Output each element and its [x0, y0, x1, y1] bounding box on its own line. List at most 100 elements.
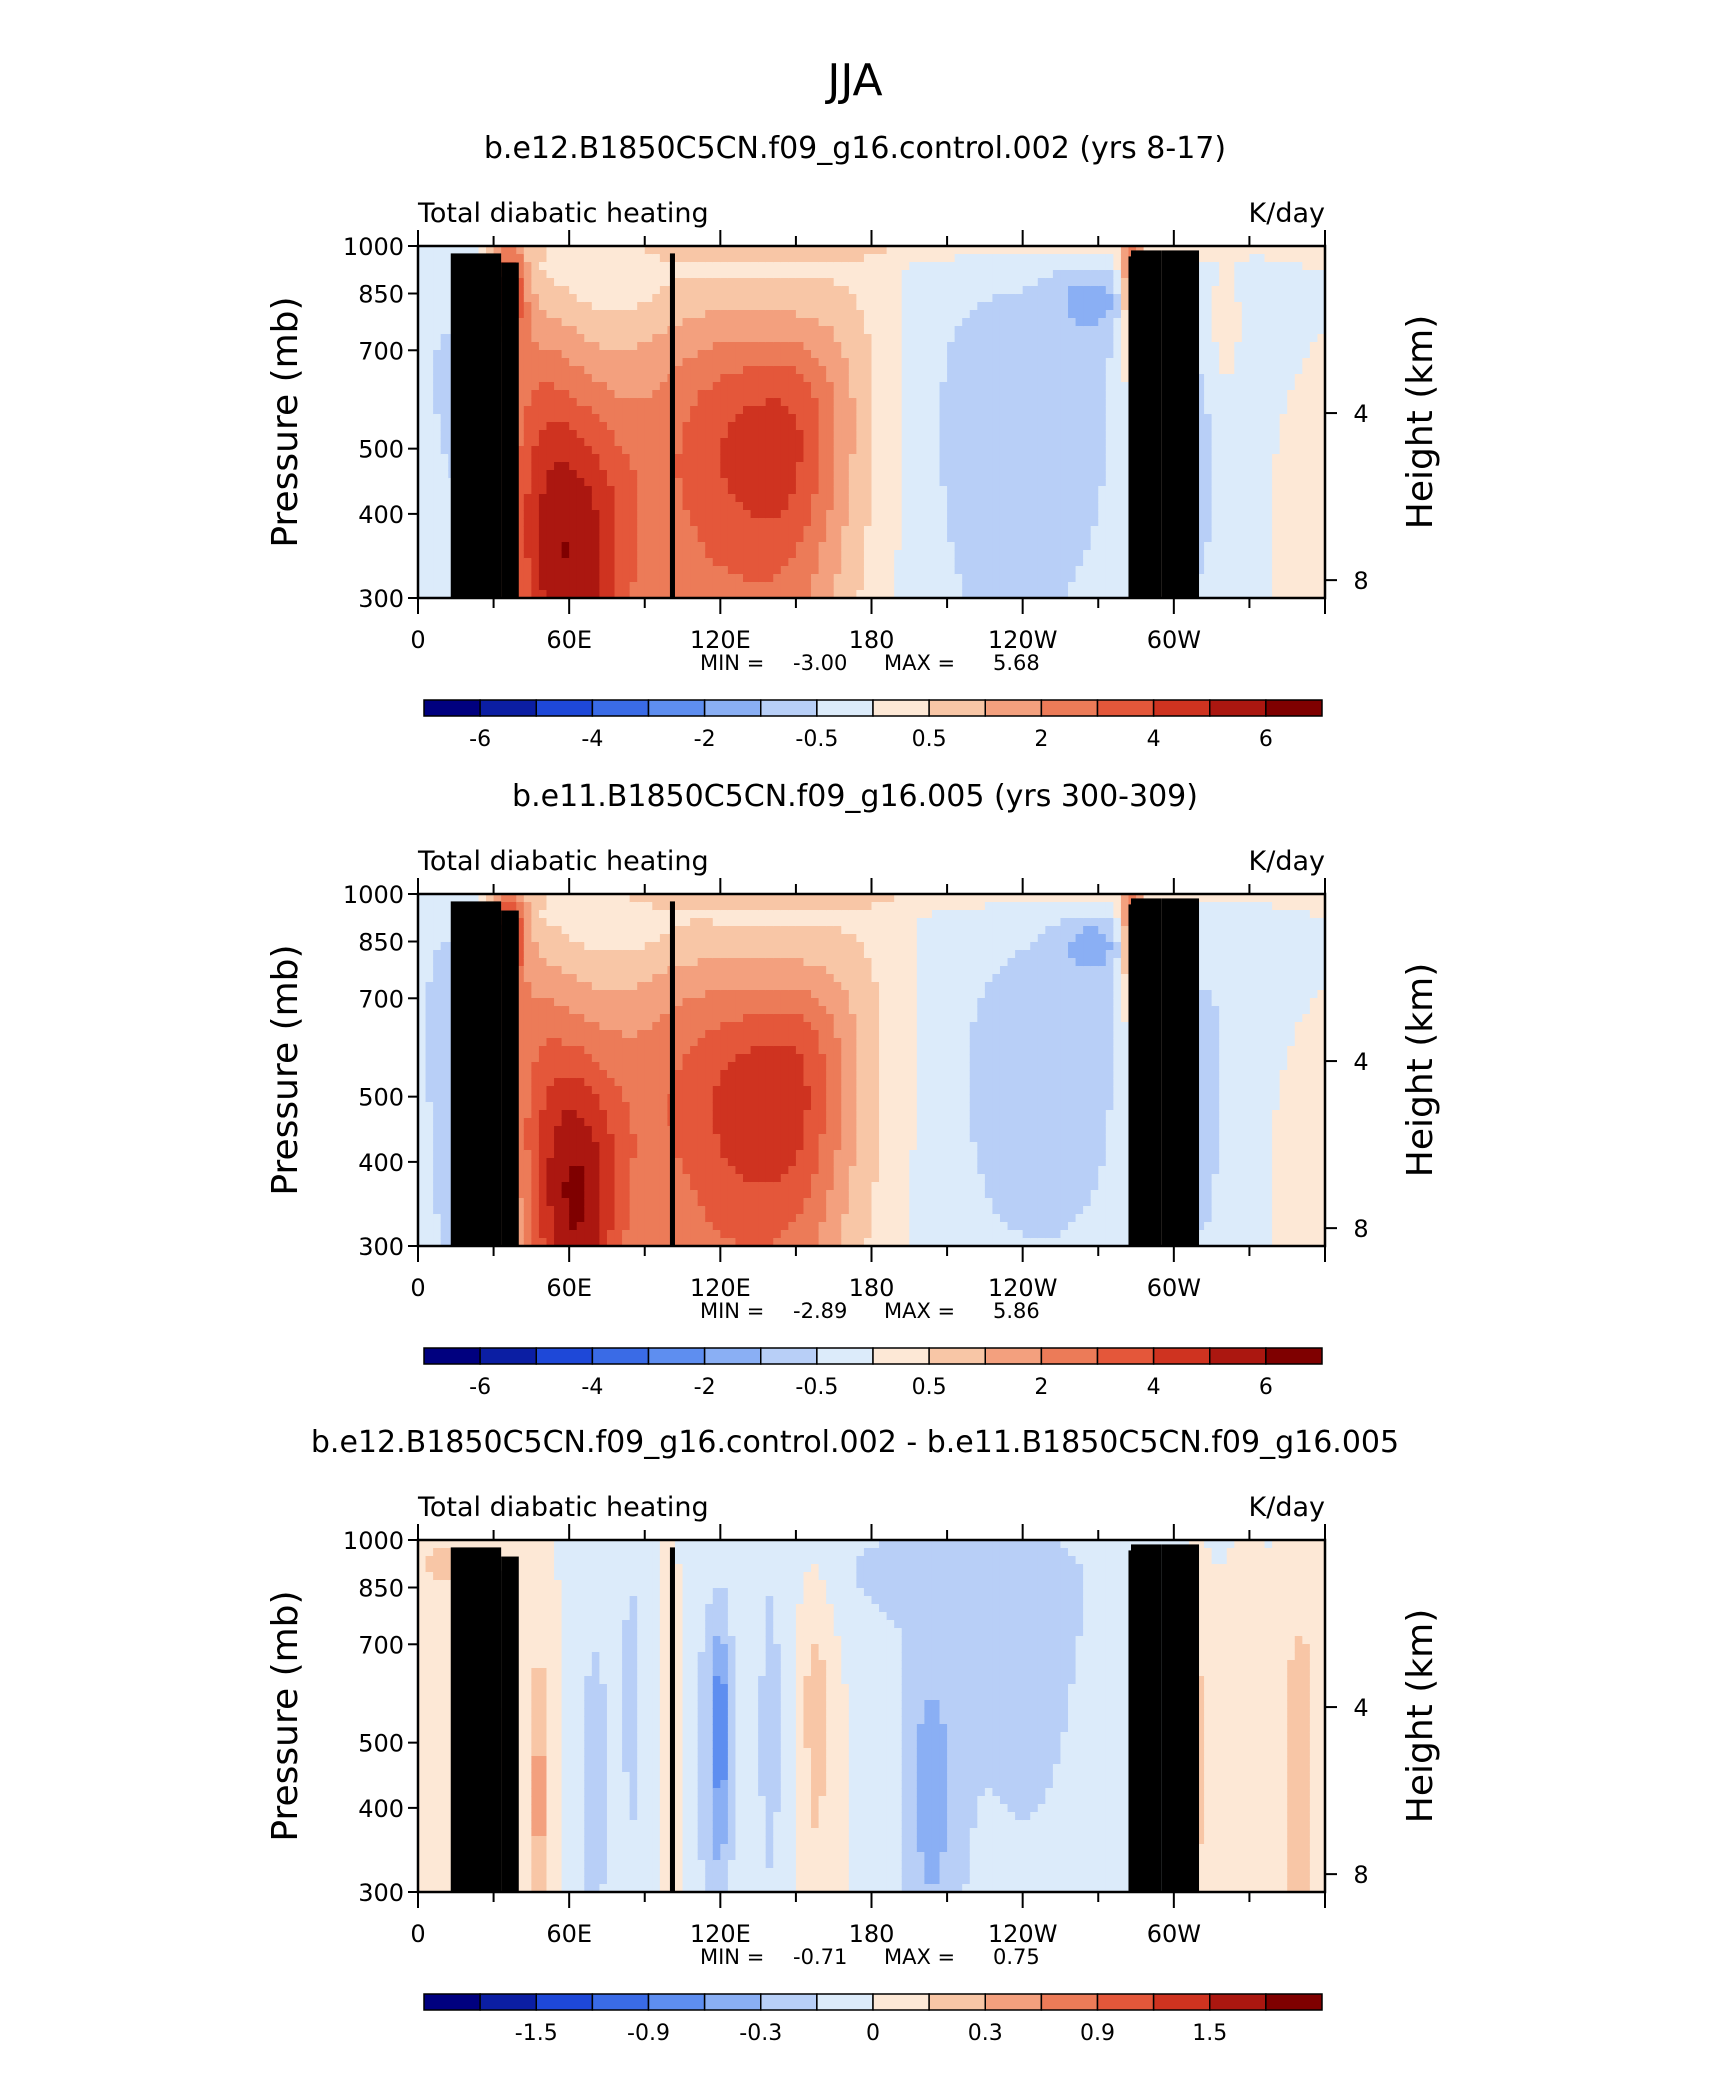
contour-cell	[999, 534, 1009, 543]
contour-cell	[727, 302, 737, 311]
contour-cell	[1249, 398, 1258, 407]
contour-cell	[674, 262, 684, 271]
contour-cell	[1022, 558, 1031, 567]
contour-cell	[1007, 270, 1016, 279]
contour-cell	[1022, 382, 1031, 391]
contour-cell	[795, 294, 805, 303]
contour-cell	[1204, 486, 1213, 495]
contour-cell	[652, 294, 661, 303]
contour-cell	[659, 390, 669, 399]
contour-cell	[599, 334, 608, 343]
contour-cell	[690, 470, 699, 479]
contour-cell	[788, 286, 797, 295]
contour-cell	[433, 350, 442, 359]
contour-cell	[1022, 422, 1031, 431]
contour-cell	[720, 486, 729, 495]
contour-cell	[720, 470, 729, 479]
contour-cell	[561, 454, 570, 463]
contour-cell	[1022, 486, 1031, 495]
contour-cell	[1105, 318, 1114, 327]
contour-cell	[705, 590, 714, 599]
contour-cell	[886, 262, 895, 271]
contour-cell	[652, 590, 661, 599]
contour-cell	[720, 414, 729, 423]
contour-cell	[705, 470, 714, 479]
contour-cell	[1234, 470, 1243, 479]
contour-cell	[599, 518, 608, 527]
contour-cell	[576, 462, 585, 471]
contour-cell	[1060, 406, 1069, 415]
contour-cell	[1226, 494, 1235, 503]
contour-cell	[1030, 430, 1039, 439]
contour-cell	[758, 526, 767, 535]
contour-cell	[1037, 278, 1046, 287]
contour-cell	[833, 246, 842, 255]
contour-cell	[1120, 414, 1130, 423]
contour-cell	[629, 318, 638, 327]
contour-cell	[523, 550, 532, 559]
contour-cell	[591, 486, 600, 495]
contour-cell	[1098, 310, 1107, 319]
contour-cell	[1037, 390, 1046, 399]
contour-cell	[644, 270, 653, 279]
contour-cell	[674, 486, 684, 495]
contour-cell	[690, 422, 699, 431]
contour-cell	[659, 286, 669, 295]
contour-cell	[440, 542, 449, 551]
contour-cell	[1272, 302, 1281, 311]
contour-cell	[856, 318, 865, 327]
contour-cell	[758, 590, 767, 599]
contour-cell	[984, 446, 994, 455]
contour-cell	[871, 334, 880, 343]
contour-cell	[1090, 574, 1099, 583]
contour-cell	[788, 430, 797, 439]
contour-cell	[758, 326, 767, 335]
contour-cell	[1226, 374, 1235, 383]
contour-cell	[538, 390, 548, 399]
contour-cell	[1219, 486, 1228, 495]
contour-cell	[977, 350, 986, 359]
contour-cell	[931, 590, 941, 599]
contour-cell	[848, 270, 857, 279]
contour-cell	[1264, 374, 1273, 383]
contour-cell	[554, 414, 563, 423]
contour-cell	[644, 566, 653, 575]
contour-cell	[599, 390, 608, 399]
contour-cell	[863, 582, 873, 591]
contour-cell	[523, 526, 532, 535]
contour-cell	[811, 454, 820, 463]
contour-cell	[894, 262, 903, 271]
contour-cell	[569, 470, 578, 479]
contour-cell	[788, 294, 797, 303]
contour-cell	[690, 398, 699, 407]
contour-cell	[554, 310, 563, 319]
contour-cell	[773, 318, 782, 327]
contour-cell	[682, 398, 691, 407]
contour-cell	[1015, 430, 1024, 439]
contour-cell	[871, 398, 880, 407]
contour-cell	[629, 294, 638, 303]
contour-cell	[1226, 446, 1235, 455]
contour-cell	[1256, 286, 1266, 295]
contour-cell	[1204, 590, 1213, 599]
contour-cell	[1113, 438, 1122, 447]
contour-cell	[818, 246, 827, 255]
contour-cell	[1068, 526, 1077, 535]
contour-cell	[886, 342, 895, 351]
contour-cell	[765, 414, 774, 423]
contour-cell	[750, 590, 759, 599]
contour-cell	[425, 542, 434, 551]
contour-cell	[811, 398, 820, 407]
contour-cell	[584, 390, 593, 399]
contour-cell	[682, 302, 691, 311]
contour-cell	[1045, 470, 1054, 479]
contour-cell	[659, 318, 669, 327]
contour-cell	[1241, 518, 1251, 527]
contour-cell	[418, 446, 427, 455]
contour-cell	[674, 390, 684, 399]
contour-cell	[1083, 494, 1092, 503]
contour-cell	[833, 318, 842, 327]
contour-cell	[848, 334, 857, 343]
contour-cell	[811, 494, 820, 503]
contour-cell	[659, 550, 669, 559]
